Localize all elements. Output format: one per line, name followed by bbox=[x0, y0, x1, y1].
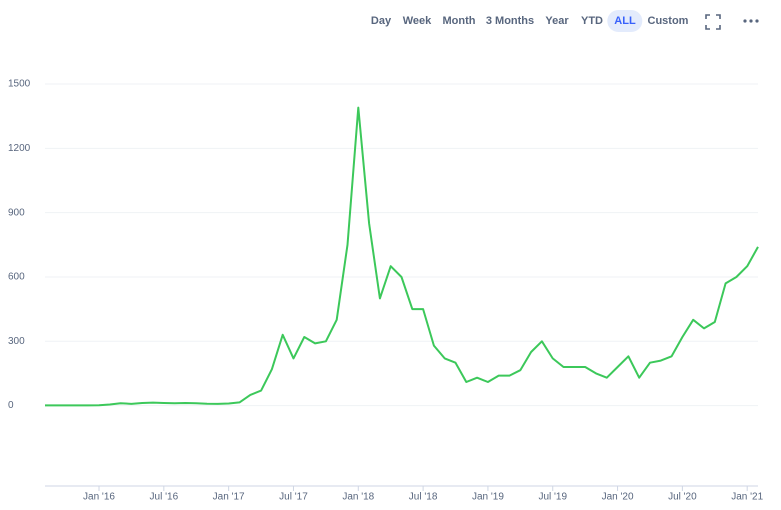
x-tick-label: Jan '20 bbox=[602, 492, 634, 503]
toolbar: Day Week Month 3 Months Year YTD ALL Custom bbox=[0, 10, 781, 34]
range-button[interactable]: Custom bbox=[647, 15, 689, 27]
y-tick-label: 900 bbox=[8, 207, 25, 218]
x-tick-label: Jul '19 bbox=[538, 492, 567, 503]
range-button[interactable]: Day bbox=[370, 15, 392, 27]
y-tick-label: 1200 bbox=[8, 143, 31, 154]
more-icon[interactable] bbox=[742, 16, 760, 26]
range-button[interactable]: YTD bbox=[581, 15, 603, 27]
y-tick-label: 300 bbox=[8, 336, 25, 347]
y-tick-label: 600 bbox=[8, 272, 25, 283]
x-tick-label: Jul '17 bbox=[279, 492, 308, 503]
range-button[interactable]: Week bbox=[402, 15, 432, 27]
x-tick-label: Jan '18 bbox=[342, 492, 374, 503]
x-tick-label: Jan '19 bbox=[472, 492, 504, 503]
x-tick-label: Jul '18 bbox=[409, 492, 438, 503]
range-button[interactable]: Year bbox=[545, 15, 569, 27]
y-tick-label: 0 bbox=[8, 400, 14, 411]
price-line bbox=[45, 106, 759, 407]
fullscreen-icon[interactable] bbox=[705, 14, 721, 30]
range-button[interactable]: ALL bbox=[607, 10, 643, 32]
range-button[interactable]: Month bbox=[442, 15, 476, 27]
x-tick-label: Jan '21 bbox=[731, 492, 763, 503]
x-tick-label: Jul '16 bbox=[150, 492, 179, 503]
range-button[interactable]: 3 Months bbox=[485, 15, 535, 27]
x-tick-label: Jan '16 bbox=[83, 492, 115, 503]
y-tick-label: 1500 bbox=[8, 79, 31, 90]
x-tick-label: Jul '20 bbox=[668, 492, 697, 503]
x-tick-label: Jan '17 bbox=[213, 492, 245, 503]
